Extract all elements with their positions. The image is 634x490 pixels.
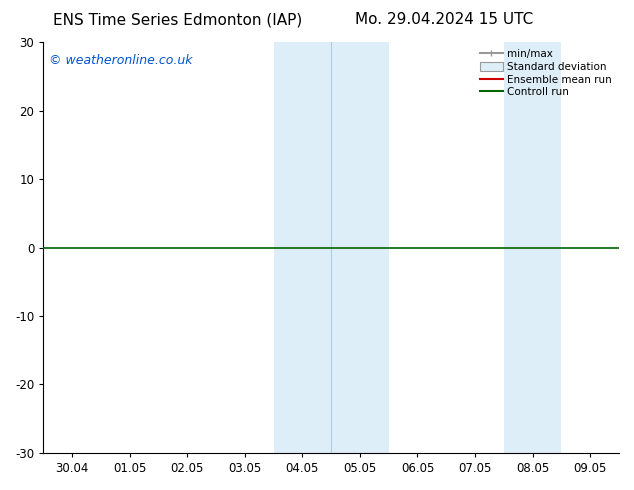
Bar [504,42,562,453]
Text: ENS Time Series Edmonton (IAP): ENS Time Series Edmonton (IAP) [53,12,302,27]
Bar [273,42,331,453]
Text: © weatheronline.co.uk: © weatheronline.co.uk [49,54,193,68]
Bar [331,42,389,453]
Text: Mo. 29.04.2024 15 UTC: Mo. 29.04.2024 15 UTC [354,12,533,27]
Legend: min/max, Standard deviation, Ensemble mean run, Controll run: min/max, Standard deviation, Ensemble me… [478,47,614,99]
